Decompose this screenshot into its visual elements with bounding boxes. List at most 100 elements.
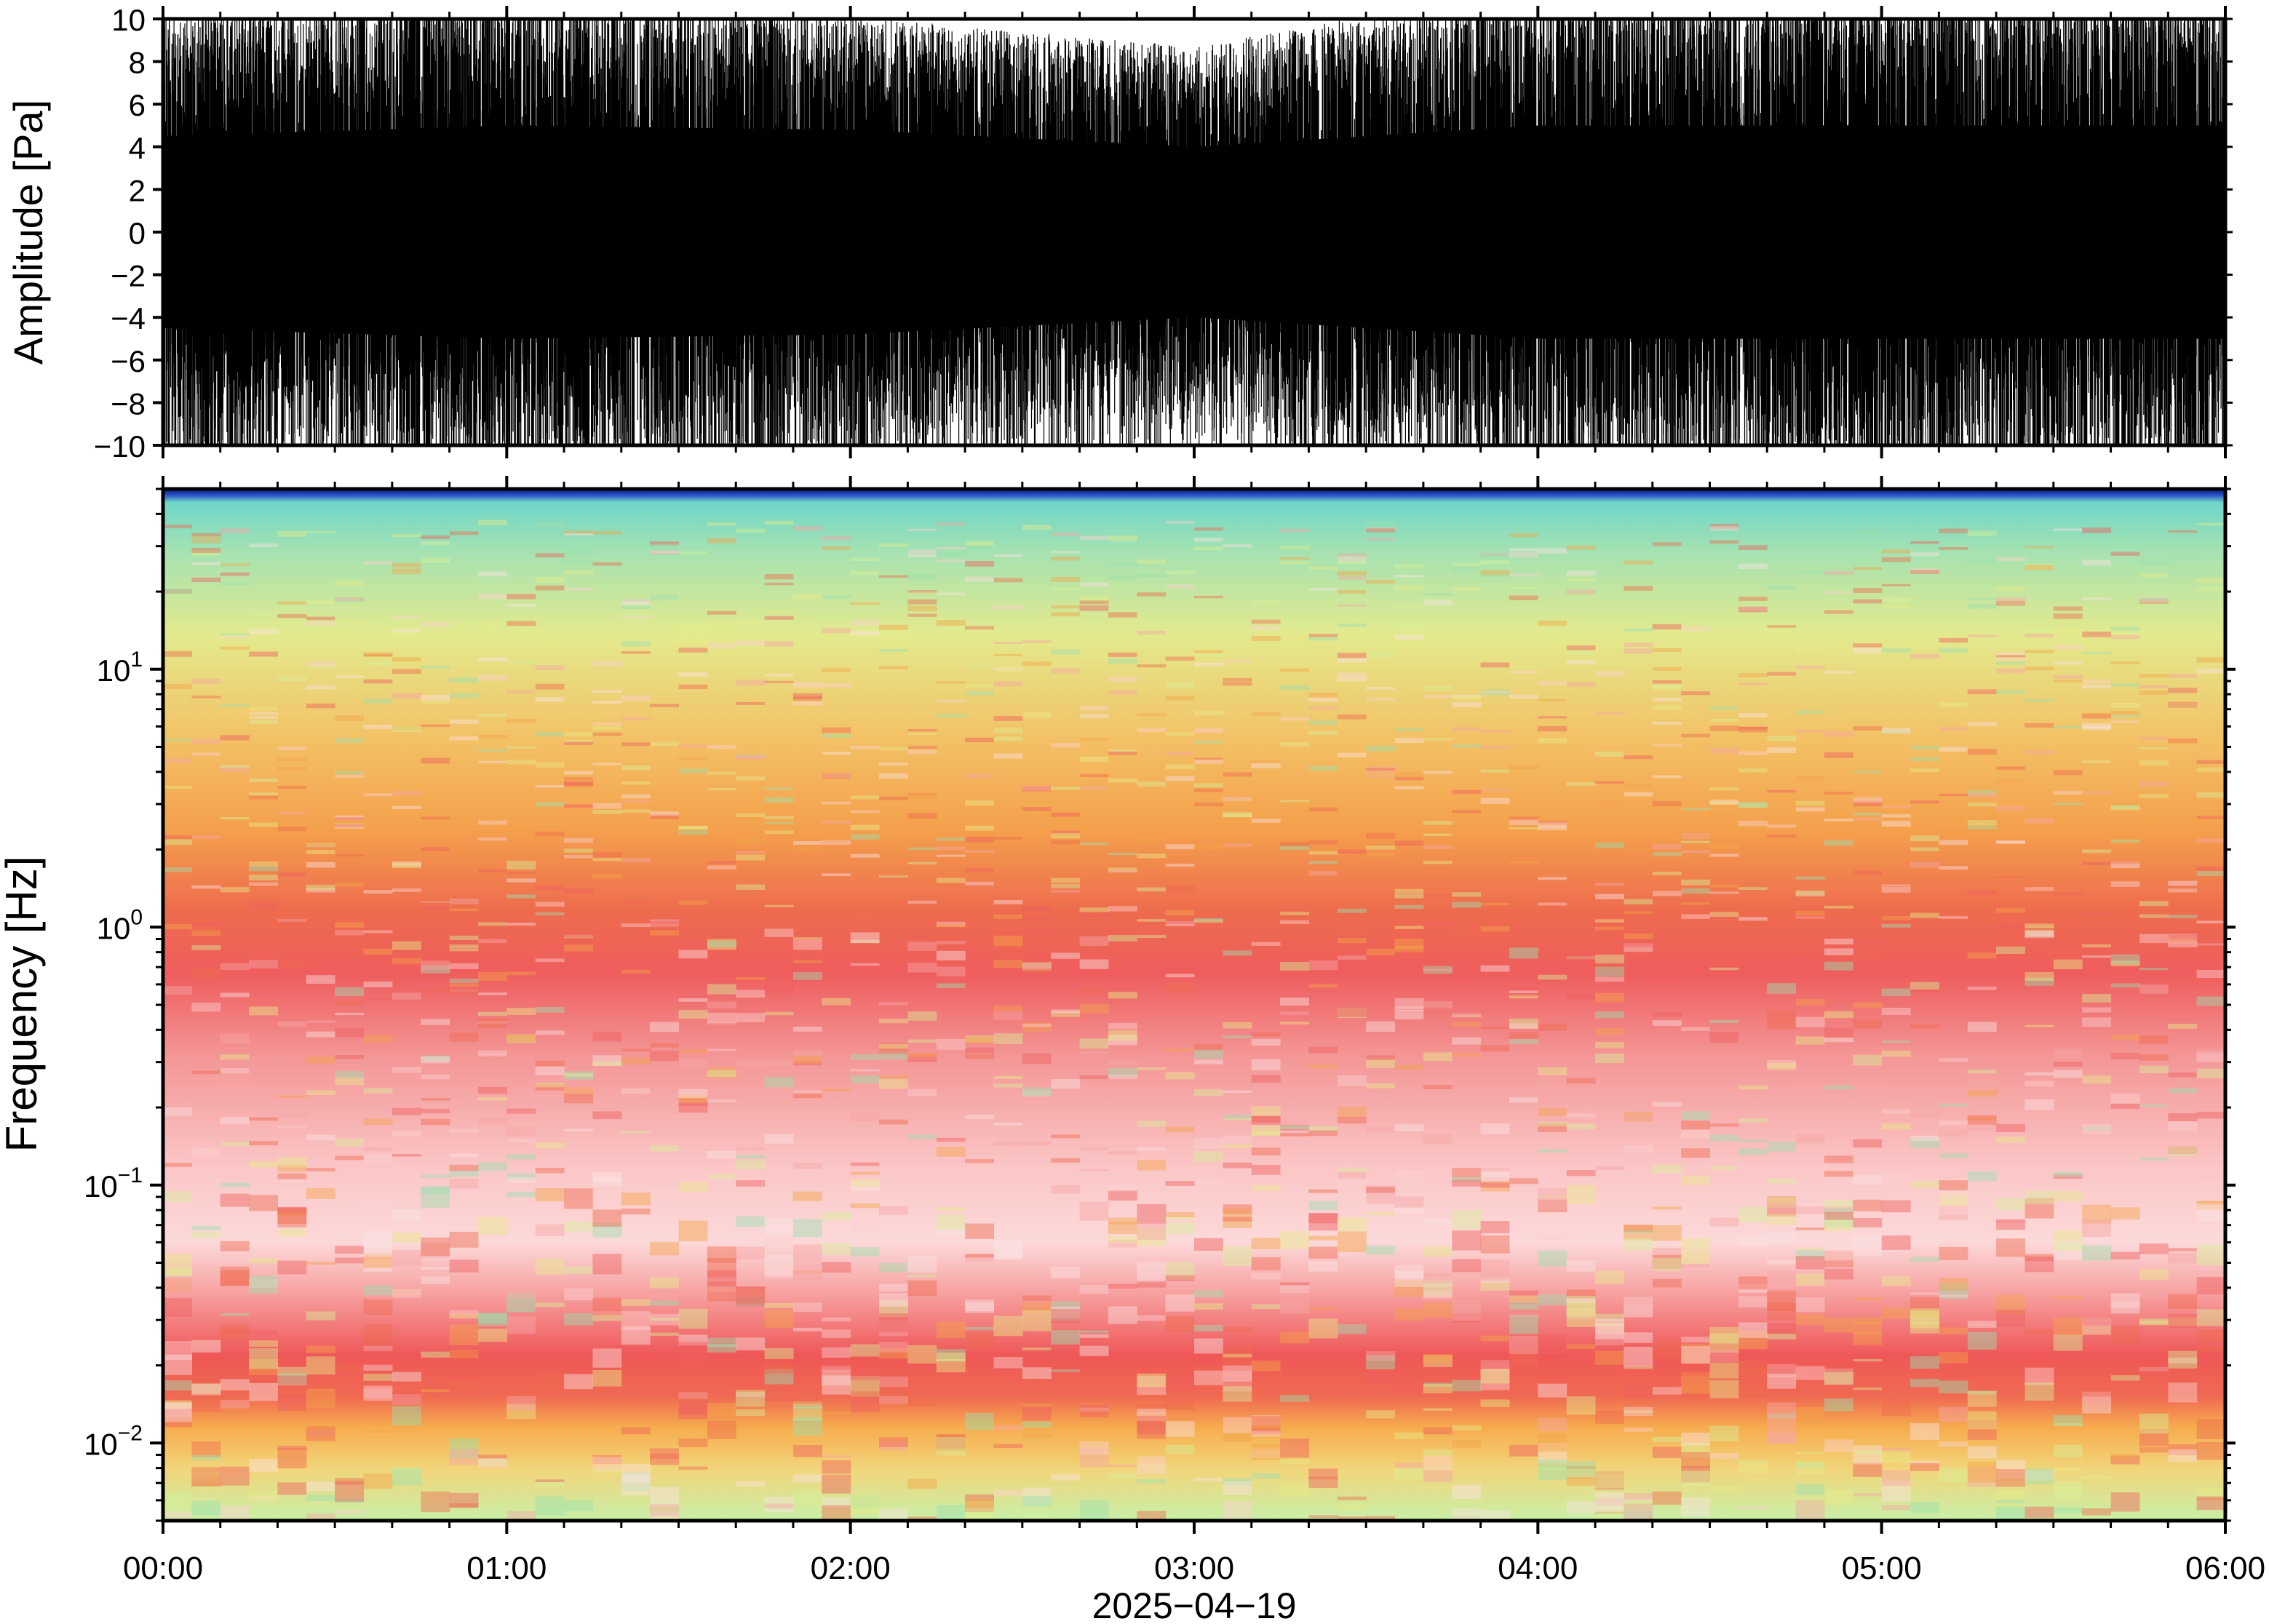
- spectrogram-cell: [1624, 1428, 1653, 1432]
- spectrogram-cell: [792, 1474, 822, 1483]
- spectrogram-cell: [1223, 1478, 1252, 1486]
- spectrogram-cell: [1709, 884, 1739, 888]
- spectrogram-cell: [1939, 1205, 1968, 1220]
- spectrogram-cell: [335, 580, 365, 586]
- spectrogram-cell: [1251, 1059, 1281, 1070]
- spectrogram-cell: [2053, 1507, 2083, 1513]
- spectrogram-cell: [1108, 536, 1137, 541]
- spectrogram-cell: [1709, 1123, 1739, 1127]
- spectrogram-cell: [1452, 1037, 1482, 1045]
- spectrogram-cell: [421, 1351, 450, 1358]
- spectrogram-cell: [907, 900, 937, 904]
- spectrogram-cell: [335, 824, 365, 827]
- spectrogram-cell: [1939, 1121, 1968, 1126]
- spectrogram-cell: [1939, 1247, 1968, 1261]
- spectrogram-cell: [392, 888, 421, 892]
- spectrogram-y-tick-label: 10−2: [84, 1421, 143, 1461]
- spectrogram-cell: [2053, 675, 2083, 679]
- spectrogram-cell: [2196, 996, 2225, 1006]
- spectrogram-cell: [736, 884, 766, 890]
- spectrogram-cell: [163, 1298, 192, 1318]
- spectrogram-cell: [965, 1159, 994, 1163]
- spectrogram-cell: [2196, 1068, 2225, 1078]
- spectrogram-cell: [2082, 1017, 2112, 1027]
- spectrogram-cell: [506, 872, 536, 875]
- spectrogram-cell: [392, 1406, 421, 1425]
- spectrogram-cell: [1223, 1432, 1252, 1442]
- spectrogram-cell: [191, 923, 221, 927]
- spectrogram-cell: [1051, 787, 1081, 790]
- spectrogram-cell: [1853, 800, 1883, 807]
- spectrogram-cell: [1137, 935, 1167, 938]
- spectrogram-cell: [678, 830, 708, 835]
- spectrogram-cell: [478, 622, 507, 628]
- spectrogram-cell: [2168, 1147, 2198, 1156]
- spectrogram-cell: [1939, 1380, 1968, 1393]
- spectrogram-cell: [936, 626, 966, 630]
- spectrogram-cell: [907, 549, 937, 554]
- spectrogram-cell: [1910, 552, 1939, 557]
- spectrogram-cell: [1337, 560, 1367, 565]
- spectrogram-cell: [879, 1348, 908, 1359]
- spectrogram-cell: [1308, 1126, 1338, 1134]
- spectrogram-cell: [1308, 960, 1338, 971]
- spectrogram-cell: [249, 629, 278, 634]
- spectrogram-gradient: [163, 489, 2225, 1521]
- waveform-y-tick-label: −4: [111, 301, 146, 335]
- spectrogram-cell: [2053, 1190, 2083, 1202]
- spectrogram-cell: [707, 1022, 736, 1025]
- spectrogram-cell: [1910, 1292, 1939, 1295]
- spectrogram-cell: [1652, 1225, 1682, 1241]
- spectrogram-cell: [1967, 986, 1997, 990]
- spectrogram-cell: [421, 1118, 450, 1125]
- spectrogram-cell: [1251, 760, 1281, 763]
- spectrogram-cell: [335, 854, 365, 857]
- spectrogram-cell: [792, 1061, 822, 1066]
- spectrogram-cell: [1308, 588, 1338, 591]
- spectrogram-cell: [191, 1500, 221, 1516]
- spectrogram-cell: [1996, 840, 2025, 844]
- spectrogram-cell: [764, 928, 794, 937]
- spectrogram-cell: [1308, 634, 1338, 637]
- spectrogram-cell: [1137, 573, 1167, 578]
- spectrogram-cell: [506, 603, 536, 607]
- spectrogram-cell: [822, 628, 851, 634]
- spectrogram-cell: [1824, 1027, 1853, 1038]
- spectrogram-cell: [1079, 653, 1109, 660]
- spectrogram-cell: [1709, 853, 1739, 857]
- spectrogram-cell: [1509, 827, 1538, 830]
- spectrogram-cell: [1223, 811, 1252, 818]
- spectrogram-cell: [1394, 1265, 1424, 1278]
- spectrogram-cell: [2168, 738, 2198, 743]
- spectrogram-cell: [1996, 586, 2025, 592]
- spectrogram-cell: [850, 1054, 880, 1060]
- spectrogram-cell: [764, 534, 794, 537]
- spectrogram-cell: [1423, 771, 1453, 774]
- spectrogram-cell: [1738, 606, 1768, 610]
- spectrogram-cell: [2196, 767, 2225, 772]
- spectrogram-cell: [907, 793, 937, 796]
- spectrogram-cell: [335, 1138, 365, 1147]
- spectrogram-cell: [965, 881, 994, 886]
- spectrogram-cell: [564, 1266, 593, 1274]
- spectrogram-cell: [1337, 1007, 1367, 1017]
- spectrogram-cell: [2139, 573, 2169, 578]
- spectrogram-cell: [764, 1236, 794, 1253]
- spectrogram-cell: [1251, 1473, 1281, 1479]
- spectrogram-cell: [1967, 792, 1997, 798]
- spectrogram-cell: [363, 793, 393, 797]
- spectrogram-cell: [764, 1061, 794, 1067]
- spectrogram-cell: [478, 1162, 507, 1171]
- spectrogram-cell: [2082, 713, 2112, 719]
- spectrogram-cell: [1480, 1360, 1510, 1372]
- spectrogram-cell: [335, 597, 365, 601]
- spectrogram-cell: [1738, 1330, 1768, 1350]
- spectrogram-cell: [965, 1326, 994, 1330]
- spectrogram-cell: [1881, 648, 1911, 653]
- spectrogram-cell: [1910, 847, 1939, 851]
- spectrogram-cell: [764, 816, 794, 819]
- spectrogram-cell: [879, 1283, 908, 1292]
- spectrogram-cell: [965, 773, 994, 779]
- spectrogram-cell: [792, 1244, 822, 1263]
- spectrogram-cell: [621, 742, 651, 747]
